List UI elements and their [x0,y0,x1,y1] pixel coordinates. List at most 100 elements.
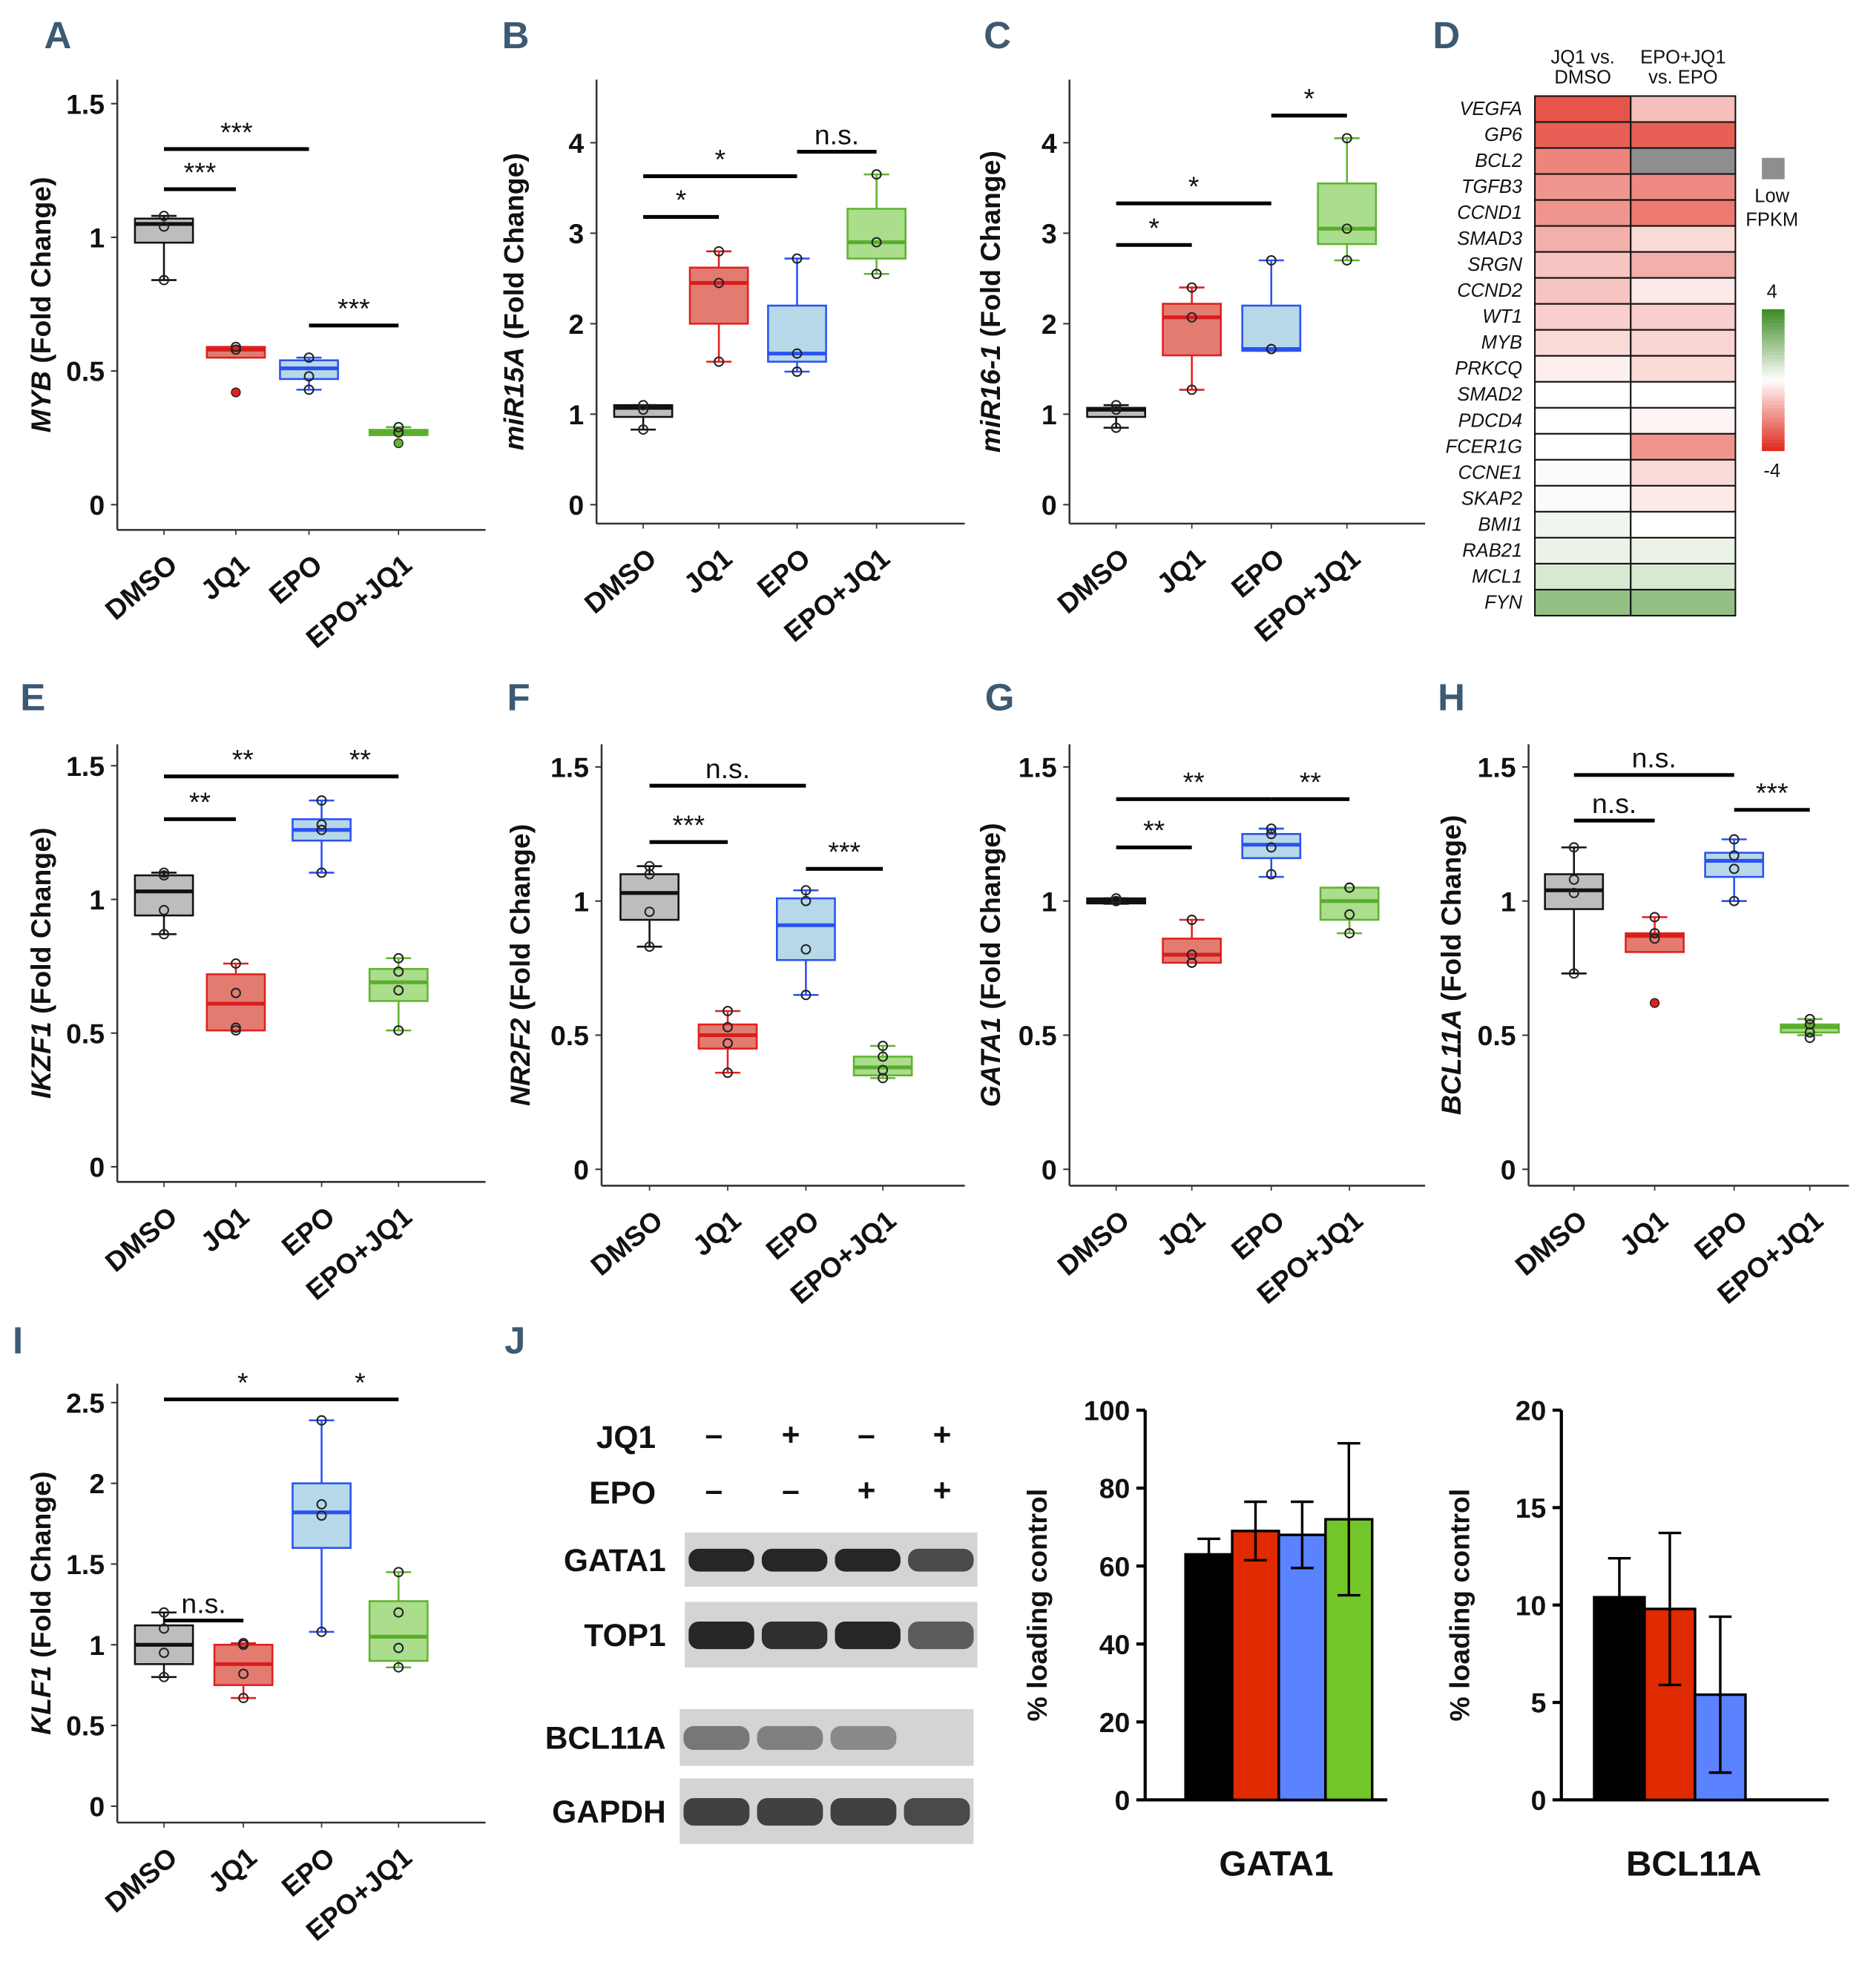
heatmap-cell [1630,458,1737,487]
heatmap-cell [1534,407,1632,435]
condition-label: EPO [589,1476,656,1511]
panel-label-I: I [13,1320,23,1362]
heatmap-row-label: VEGFA [1460,99,1523,119]
data-point [316,795,327,806]
iqr-box [1317,182,1378,246]
colorbar-segment [1762,344,1785,349]
y-tick-label: 0.5 [550,1020,589,1051]
blot-band [761,1548,828,1572]
heatmap-cell [1534,173,1632,201]
heatmap-row-label: WT1 [1482,306,1522,327]
y-tick-label: 0 [1042,1154,1057,1185]
panel-label-D: D [1432,14,1460,56]
heatmap-cell [1630,432,1737,461]
data-point [1266,869,1277,880]
y-axis-unit: (Fold Change) [499,153,530,347]
heatmap-cell [1630,173,1737,201]
y-tick-label: 0.5 [1019,1020,1057,1051]
data-point [230,1025,241,1036]
y-tick-label: 20 [1516,1395,1547,1426]
y-axis-unit: (Fold Change) [25,1472,56,1666]
heatmap-cell [1630,381,1737,409]
panel-label-B: B [502,14,530,56]
data-point [638,424,649,435]
significance-label: * [237,1366,249,1398]
colorbar-segment [1762,326,1785,332]
data-point [723,1038,733,1049]
data-point [316,819,327,830]
heatmap-cell [1534,536,1632,565]
blot-row-label: BCL11A [545,1722,666,1757]
y-tick-label: 1 [573,886,589,917]
y-tick-label: 2 [89,1468,105,1499]
significance-label: * [1188,171,1200,202]
heatmap-cell [1630,121,1737,149]
colorbar-segment [1762,369,1785,374]
colorbar-segment [1762,312,1785,317]
heatmap-cell [1630,147,1737,175]
bar-jq1 [1231,1530,1280,1802]
heatmap-cell [1630,303,1737,331]
y-axis-gene: miR16-1 [975,345,1006,452]
iqr-box [619,873,680,921]
significance-label: *** [672,809,705,840]
data-point [1568,874,1579,885]
outlier-point [1649,998,1660,1008]
y-tick-label: 4 [1042,128,1057,159]
significance-label: n.s. [1592,788,1636,819]
data-point [393,1025,404,1036]
y-axis-gene: KLF1 [25,1665,56,1734]
y-tick-label: 0 [1115,1785,1131,1816]
y-axis-label: % loading control [1444,1489,1475,1722]
significance-label: * [1148,212,1159,243]
significance-label: * [355,1366,366,1398]
data-point [393,427,404,438]
data-point [1728,895,1740,906]
significance-label: ** [189,786,211,817]
y-tick-label: 100 [1084,1395,1130,1426]
data-point [393,1642,404,1653]
significance-label: * [1303,83,1315,114]
colorbar-max-label: 4 [1767,282,1777,303]
box-epo [279,352,339,395]
y-axis-label: BCL11A (Fold Change) [1435,815,1467,1115]
y-tick-label: 1.5 [1478,751,1516,783]
y-axis-unit: (Fold Change) [975,823,1006,1017]
y-tick-label: 1 [1042,886,1057,917]
panel-label-A: A [45,14,72,56]
condition-sign: – [705,1473,723,1508]
y-tick-label: 1.5 [66,1549,105,1580]
y-tick-label: 0.5 [66,1711,105,1742]
heatmap-cell [1534,355,1632,383]
heatmap-row-label: SMAD3 [1457,228,1522,249]
data-point [878,1041,889,1051]
data-point [1186,282,1197,293]
condition-sign: + [858,1473,876,1508]
data-point [1649,928,1660,939]
y-tick-label: 3 [568,218,584,249]
data-point [1186,384,1197,395]
data-point [871,269,882,280]
panel-label-C: C [984,14,1011,56]
box-epo [776,885,836,1001]
colorbar-segment [1762,401,1785,406]
low-fpkm-legend-label: Low [1754,185,1789,206]
colorbar-segment [1762,309,1785,314]
colorbar-segment [1762,383,1785,388]
colorbar-segment [1762,394,1785,398]
blot-band [830,1725,897,1751]
significance-label: *** [184,157,217,188]
data-point [1804,1013,1815,1024]
y-axis-unit: (Fold Change) [504,824,536,1018]
data-point [1568,968,1579,979]
significance-label: * [714,143,725,174]
data-point [871,169,882,180]
data-point [1111,400,1122,411]
panel-label-E: E [20,676,45,718]
box-dmso [1544,842,1605,979]
data-point [723,1067,733,1079]
data-point [644,860,655,872]
y-tick-label: 0 [573,1154,589,1185]
colorbar-segment [1762,334,1785,338]
data-point [1728,863,1740,875]
